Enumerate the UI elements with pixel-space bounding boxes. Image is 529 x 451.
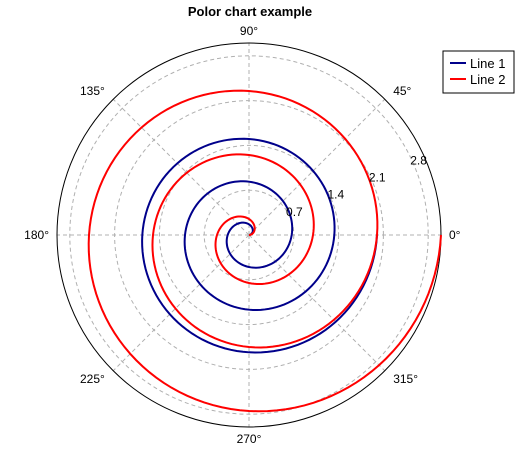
angle-tick-label-315: 315° xyxy=(393,372,418,386)
series-line-2 xyxy=(87,89,442,413)
series-line-1 xyxy=(141,137,378,354)
radial-gridline-3 xyxy=(69,55,429,415)
angle-tick-label-135: 135° xyxy=(80,84,105,98)
legend-label-1: Line 1 xyxy=(470,56,505,71)
radial-tick-label-0: 0.7 xyxy=(286,205,303,219)
angle-tick-label-0: 0° xyxy=(449,228,461,242)
radial-tick-label-1: 1.4 xyxy=(327,188,344,202)
angle-tick-label-90: 90° xyxy=(240,24,258,38)
angle-tick-label-45: 45° xyxy=(393,84,411,98)
chart-title: Polor chart example xyxy=(188,4,312,19)
legend-label-2: Line 2 xyxy=(470,72,505,87)
angle-tick-label-225: 225° xyxy=(80,372,105,386)
angular-gridline-3 xyxy=(112,98,250,236)
radial-tick-label-3: 2.8 xyxy=(410,153,427,167)
angular-gridline-7 xyxy=(248,234,386,372)
angular-gridline-5 xyxy=(112,234,250,372)
angle-tick-label-180: 180° xyxy=(24,228,49,242)
series-layer xyxy=(87,89,442,413)
legend-box xyxy=(442,50,515,94)
angular-gridline-1 xyxy=(248,98,386,236)
radial-gridline-1 xyxy=(158,144,340,326)
radial-tick-label-2: 2.1 xyxy=(369,171,386,185)
ticks-layer: 0° 45° 90° 135° 180° 225° 270° 315° 0.7 1.4 2.1 2.8 xyxy=(24,24,461,446)
angle-tick-label-270: 270° xyxy=(237,432,262,446)
